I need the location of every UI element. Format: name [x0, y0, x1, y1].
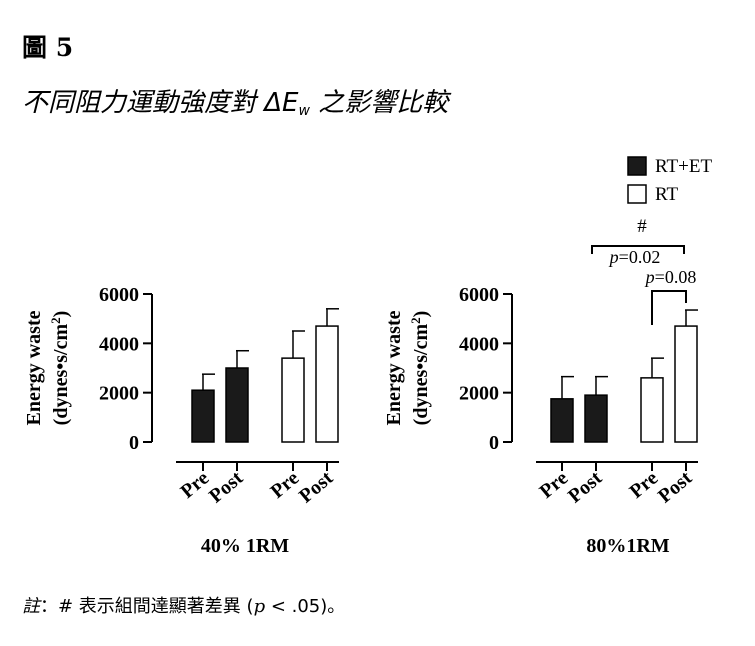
title-prefix: 不同阻力運動強度對 [22, 88, 265, 118]
x-tick-label-post: Post [295, 467, 337, 508]
significance-bracket-2 [651, 290, 687, 325]
y-tick-label: 0 [489, 432, 499, 454]
p-value-label-2: p=0.08 [644, 267, 697, 287]
bar-rt-et-pre [550, 398, 574, 443]
y-tick-label: 0 [129, 432, 139, 454]
bar-rt-et-pre [191, 389, 215, 443]
p-value: =0.08 [655, 267, 697, 287]
y-tick-label: 2000 [459, 383, 499, 405]
y-axis-label-line1: Energy waste [23, 310, 45, 425]
significance-bracket-1 [591, 245, 685, 254]
ylabel-prefix: (dynes•s/cm [50, 324, 72, 426]
ylabel-prefix: (dynes•s/cm [410, 324, 432, 426]
x-tick-label-pre: Pre [625, 467, 662, 503]
bar-rt-post [674, 325, 698, 443]
x-tick-label-pre: Pre [176, 467, 213, 503]
x-tick-label-post: Post [564, 467, 606, 508]
y-tick-label: 2000 [99, 383, 139, 405]
x-tick-label-post: Post [654, 467, 696, 508]
legend-swatch-2 [627, 184, 647, 204]
y-axis-label-line2: (dynes•s/cm2) [408, 311, 433, 426]
ylabel-sup: 2 [48, 317, 63, 324]
y-axis-label-line2: (dynes•s/cm2) [48, 311, 73, 426]
legend-swatch-1 [627, 156, 647, 176]
title-subscript: w [298, 103, 310, 119]
figure-note: 註：# 表示組間達顯著差異 (p < .05)。 [22, 592, 345, 618]
x-tick-label-pre: Pre [266, 467, 303, 503]
panel-label: 80%1RM [586, 535, 669, 557]
bar-rt-et-post [225, 367, 249, 443]
legend-label-1: RT+ET [655, 156, 712, 177]
legend-label-2: RT [655, 184, 679, 205]
note-text-after: < .05)。 [265, 596, 346, 617]
panel-label: 40% 1RM [201, 535, 289, 557]
y-axis-label-line1: Energy waste [383, 310, 405, 425]
chart-panel-1: 0 2000 4000 6000 Energy waste (dynes•s/cm2) Pr… [23, 284, 339, 557]
title-suffix: 之影響比較 [309, 88, 449, 118]
x-tick-label-pre: Pre [535, 467, 572, 503]
chart-panel-2: 0 2000 4000 6000 Energy waste (dynes•s/cm2) Pr… [383, 216, 698, 557]
figure-title: 不同阻力運動強度對 ΔEw 之影響比較 [22, 82, 448, 119]
p-value-label-1: p=0.02 [608, 247, 661, 267]
p-value: =0.02 [619, 247, 661, 267]
p-symbol: p [608, 247, 619, 267]
note-colon: ： [40, 596, 58, 617]
ylabel-suffix: ) [410, 311, 432, 318]
ylabel-sup: 2 [408, 317, 423, 324]
note-label: 註 [22, 596, 40, 617]
bar-rt-pre [640, 377, 664, 443]
y-tick-label: 6000 [459, 284, 499, 306]
y-tick-label: 4000 [459, 333, 499, 355]
ylabel-suffix: ) [50, 311, 72, 318]
note-p-symbol: p [253, 596, 266, 617]
y-tick-label: 6000 [99, 284, 139, 306]
note-text-before: # 表示組間達顯著差異 ( [58, 596, 254, 617]
bar-rt-et-post [584, 394, 608, 443]
bar-rt-pre [281, 357, 305, 443]
title-symbol: ΔE [264, 88, 299, 118]
y-tick-label: 4000 [99, 333, 139, 355]
significance-symbol: # [637, 216, 647, 237]
bar-rt-post [315, 325, 339, 443]
p-symbol: p [644, 267, 655, 287]
figure-label: 圖 5 [22, 33, 74, 62]
x-tick-label-post: Post [205, 467, 247, 508]
